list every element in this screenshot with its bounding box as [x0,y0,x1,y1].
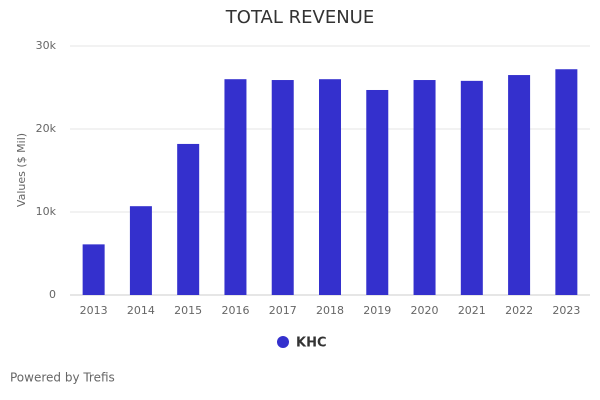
bar [366,89,389,296]
x-tick-label: 2023 [552,304,580,317]
y-tick-label: 0 [49,288,56,301]
x-tick-label: 2018 [316,304,344,317]
legend-label: KHC [296,336,327,351]
bar [82,244,105,295]
bar [413,80,436,295]
bar [319,79,341,295]
y-tick-label: 10k [36,205,57,218]
y-tick-label: 20k [36,122,57,135]
x-tick-label: 2019 [363,304,391,317]
bar [555,69,578,296]
y-tick-label: 30k [36,39,57,52]
bar [271,80,294,295]
bar [129,206,152,295]
bar [460,80,483,295]
x-tick-label: 2015 [174,304,202,317]
bar [508,75,531,295]
x-tick-label: 2013 [80,304,108,317]
x-tick-label: 2014 [127,304,155,317]
x-tick-label: 2022 [505,304,533,317]
y-axis-label: Values ($ Mil) [15,133,28,207]
x-tick-label: 2017 [269,304,297,317]
bar [224,79,247,295]
credit: Powered by Trefis [10,371,115,385]
x-tick-label: 2021 [458,304,486,317]
x-tick-label: 2020 [411,304,439,317]
bar [177,143,200,295]
legend-marker [277,336,289,348]
chart-title: TOTAL REVENUE [225,7,374,28]
x-tick-label: 2016 [221,304,249,317]
